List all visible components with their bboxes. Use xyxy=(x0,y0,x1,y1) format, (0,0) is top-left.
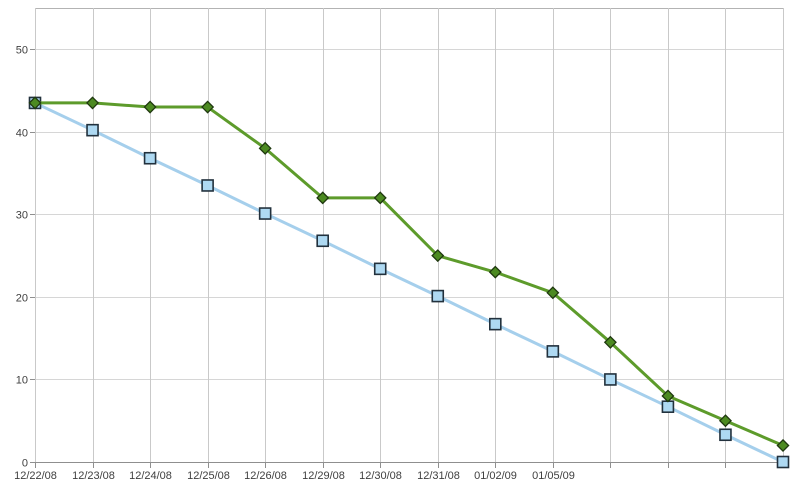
x-tick-label: 12/25/08 xyxy=(187,470,230,482)
x-tick-label: 01/02/09 xyxy=(474,470,517,482)
marker-square-ideal-trend xyxy=(201,179,214,192)
marker-diamond-actual-burndown xyxy=(488,265,502,279)
y-tick-label: 0 xyxy=(22,458,28,470)
marker-square-ideal-trend xyxy=(373,262,387,276)
marker-diamond-actual-burndown xyxy=(661,389,675,403)
marker-square-ideal-trend xyxy=(489,317,502,331)
y-tick-label: 50 xyxy=(16,45,28,57)
marker-diamond-actual-burndown xyxy=(776,438,790,453)
x-tick-label: 12/29/08 xyxy=(302,470,345,482)
marker-diamond-actual-burndown xyxy=(143,100,157,114)
marker-square-ideal-trend xyxy=(258,207,272,220)
x-tick-label: 12/24/08 xyxy=(129,470,172,482)
marker-diamond-actual-burndown xyxy=(201,100,215,114)
y-tick-label: 10 xyxy=(16,375,28,387)
marker-diamond-actual-burndown xyxy=(546,286,560,300)
x-tick-label: 12/31/08 xyxy=(417,470,460,482)
y-tick-label: 30 xyxy=(16,210,28,222)
x-tick-label: 12/30/08 xyxy=(359,470,402,482)
x-tick-label: 12/26/08 xyxy=(244,470,287,482)
marker-diamond-actual-burndown xyxy=(718,414,732,428)
marker-square-ideal-trend xyxy=(86,123,99,137)
marker-square-ideal-trend xyxy=(719,428,732,442)
series-line-ideal-trend xyxy=(33,101,785,464)
marker-diamond-actual-burndown xyxy=(603,335,617,349)
marker-square-ideal-trend xyxy=(143,151,157,165)
marker-square-ideal-trend xyxy=(431,289,445,303)
marker-diamond-actual-burndown xyxy=(373,191,387,205)
y-tick-label: 40 xyxy=(16,128,28,140)
marker-square-ideal-trend xyxy=(776,455,790,469)
marker-square-ideal-trend xyxy=(604,373,617,386)
marker-diamond-actual-burndown xyxy=(86,96,100,110)
y-tick-label: 20 xyxy=(16,293,28,305)
marker-square-ideal-trend xyxy=(316,234,329,248)
marker-square-ideal-trend xyxy=(546,345,560,358)
marker-diamond-actual-burndown xyxy=(258,141,272,155)
marker-diamond-actual-burndown xyxy=(431,249,445,263)
x-tick-label: 12/23/08 xyxy=(72,470,115,482)
x-tick-label: 01/05/09 xyxy=(532,470,575,482)
marker-square-ideal-trend xyxy=(661,400,675,413)
marker-diamond-actual-burndown xyxy=(28,96,42,110)
series-line-actual-burndown xyxy=(33,101,785,447)
x-tick-label: 12/22/08 xyxy=(14,470,57,482)
marker-diamond-actual-burndown xyxy=(316,191,330,205)
